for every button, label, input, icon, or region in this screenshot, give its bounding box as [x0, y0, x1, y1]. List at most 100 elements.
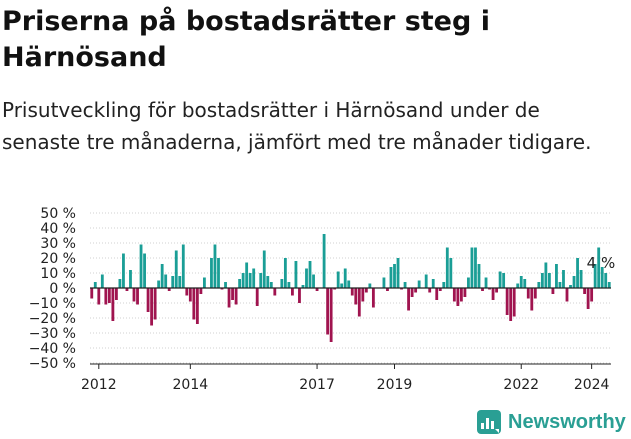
bar	[562, 270, 565, 288]
bar	[516, 283, 520, 288]
bar	[143, 253, 146, 288]
bar	[583, 288, 587, 294]
bar	[586, 288, 590, 309]
bar	[153, 288, 157, 320]
bar	[364, 288, 368, 293]
bar	[484, 277, 488, 288]
y-tick-label: 30 %	[40, 236, 76, 252]
bar	[347, 280, 351, 288]
bar	[572, 276, 576, 288]
bar	[125, 288, 129, 291]
bar	[139, 244, 143, 288]
bar	[467, 277, 470, 288]
bar	[122, 253, 125, 288]
last-value-label: 4 %	[587, 254, 616, 272]
bar	[474, 247, 477, 288]
bar	[431, 279, 435, 288]
brand-name: Newsworthy	[508, 410, 626, 433]
bar	[410, 288, 414, 297]
bar	[414, 288, 418, 293]
bar	[315, 288, 319, 291]
bar	[157, 280, 161, 288]
bar	[100, 274, 104, 288]
bar	[114, 288, 118, 300]
bar	[227, 288, 231, 308]
bar	[463, 288, 467, 297]
bar	[280, 279, 284, 288]
x-tick-label: 2022	[503, 377, 539, 393]
bar	[555, 264, 558, 288]
bar	[178, 276, 182, 288]
bar	[199, 288, 203, 294]
bar	[111, 288, 115, 321]
bar	[530, 288, 534, 311]
bar	[565, 288, 569, 302]
bar	[167, 288, 171, 291]
x-tick-label: 2017	[299, 377, 335, 393]
bar	[519, 276, 523, 288]
bar	[576, 258, 579, 288]
bar	[537, 282, 541, 288]
bar	[322, 234, 326, 288]
bar	[547, 273, 551, 288]
x-tick-label: 2024	[574, 377, 610, 393]
bar	[403, 282, 407, 288]
bar	[600, 267, 604, 288]
bar	[523, 279, 527, 288]
bar	[97, 288, 101, 305]
bar	[164, 274, 168, 288]
bar	[590, 288, 594, 302]
x-tick-label: 2014	[173, 377, 209, 393]
bar	[146, 288, 150, 312]
bar	[217, 258, 220, 288]
bar	[181, 244, 185, 288]
y-tick-label: −10 %	[29, 296, 76, 312]
bar	[533, 288, 537, 299]
bar	[435, 288, 439, 300]
bar	[118, 279, 122, 288]
bar	[150, 288, 154, 326]
bar	[382, 277, 386, 288]
bar	[241, 273, 245, 288]
bar	[185, 288, 189, 296]
page-subtitle: Prisutveckling för bostadsrätter i Härnö…	[2, 98, 592, 154]
bar	[361, 288, 365, 302]
bar	[593, 264, 597, 288]
bar	[456, 288, 460, 306]
bar	[569, 285, 572, 288]
y-tick-label: −40 %	[29, 341, 76, 357]
bar	[104, 288, 108, 305]
bar	[269, 282, 273, 288]
bar	[326, 288, 330, 335]
bar	[424, 274, 428, 288]
bar	[262, 250, 266, 288]
bar	[255, 288, 259, 306]
page-title: Priserna på bostadsrätter steg i Härnösa…	[2, 6, 490, 73]
y-tick-label: 0 %	[49, 281, 76, 297]
bar	[509, 288, 513, 321]
bar	[238, 279, 242, 288]
bar	[210, 258, 213, 288]
bar	[192, 288, 196, 320]
bar	[607, 282, 611, 288]
bar	[417, 280, 421, 288]
bar	[502, 273, 506, 288]
bar	[386, 288, 389, 291]
bar	[540, 273, 544, 288]
bar	[396, 258, 400, 288]
bar	[294, 261, 298, 288]
bar	[333, 288, 337, 290]
bar	[231, 288, 234, 300]
bar	[336, 271, 340, 288]
bar	[291, 288, 294, 296]
bar	[220, 288, 224, 290]
y-tick-label: 50 %	[40, 206, 76, 222]
bar	[558, 282, 562, 288]
bar	[428, 288, 432, 293]
bar	[174, 250, 178, 288]
bar	[129, 270, 132, 288]
bar	[438, 288, 442, 291]
bar	[393, 264, 396, 288]
bar	[287, 282, 291, 288]
newsworthy-logo-icon	[477, 410, 501, 434]
